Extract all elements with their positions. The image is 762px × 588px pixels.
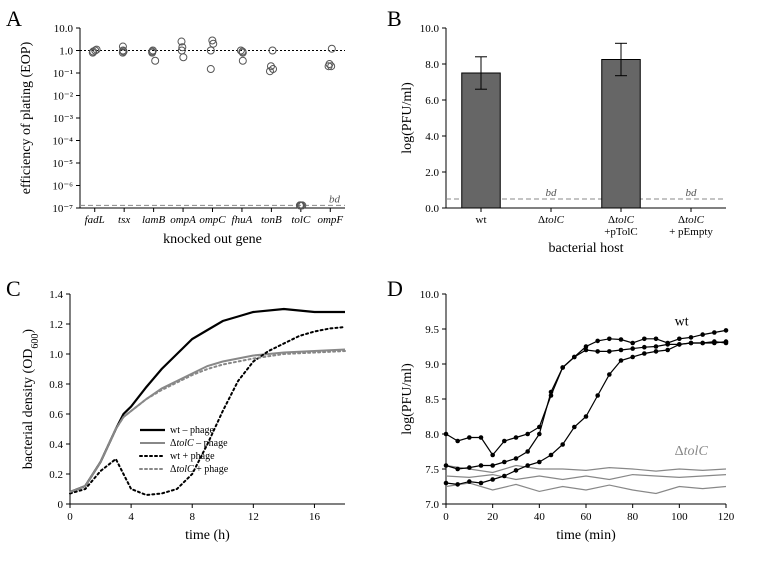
svg-text:time (min): time (min) [556, 528, 616, 543]
figure-grid: A 10⁻⁷10⁻⁶10⁻⁵10⁻⁴10⁻³10⁻²10⁻¹1.010.0fad… [10, 10, 752, 560]
svg-text:tonB: tonB [261, 214, 282, 226]
svg-text:log(PFU/ml): log(PFU/ml) [400, 363, 415, 435]
svg-text:ΔtolC – phage: ΔtolC – phage [170, 438, 228, 449]
svg-text:wt: wt [476, 214, 487, 226]
svg-text:bacterial density (OD600): bacterial density (OD600) [21, 329, 41, 470]
svg-text:12: 12 [248, 511, 259, 523]
svg-text:fhuA: fhuA [232, 214, 253, 226]
svg-text:ΔtolC + phage: ΔtolC + phage [170, 464, 229, 475]
svg-text:10⁻²: 10⁻² [53, 91, 74, 103]
svg-text:lamB: lamB [142, 214, 166, 226]
svg-text:1.2: 1.2 [49, 319, 63, 331]
svg-text:0.0: 0.0 [425, 203, 439, 215]
svg-text:+ pEmpty: + pEmpty [669, 226, 713, 238]
svg-text:1.4: 1.4 [49, 289, 63, 301]
svg-text:ΔtolC: ΔtolC [538, 214, 565, 226]
svg-text:7.0: 7.0 [425, 499, 439, 511]
panel-c-chart: 0 0.2 0.4 0.6 0.8 1.0 1.2 1.4 0 4 8 12 16 wt – phage Δ… [10, 280, 360, 560]
svg-text:ompF: ompF [317, 214, 343, 226]
svg-text:60: 60 [581, 511, 593, 523]
svg-text:16: 16 [309, 511, 321, 523]
svg-text:ΔtolC: ΔtolC [608, 214, 635, 226]
svg-text:bd: bd [329, 193, 341, 205]
svg-text:0.4: 0.4 [49, 439, 63, 451]
panel-a-label: A [6, 6, 22, 32]
panel-c-label: C [6, 276, 21, 302]
svg-text:10⁻¹: 10⁻¹ [53, 68, 73, 80]
svg-text:6.0: 6.0 [425, 95, 439, 107]
svg-text:8: 8 [189, 511, 195, 523]
svg-text:10⁻⁷: 10⁻⁷ [52, 203, 73, 215]
svg-text:20: 20 [487, 511, 499, 523]
svg-text:0: 0 [58, 499, 64, 511]
svg-text:40: 40 [534, 511, 546, 523]
svg-text:efficiency of plating (EOP): efficiency of plating (EOP) [19, 41, 34, 194]
svg-text:0: 0 [67, 511, 73, 523]
panel-c: C 00.20.40.60.81.01.21.40481216wt – phag… [10, 280, 371, 560]
svg-text:0.6: 0.6 [49, 409, 63, 421]
svg-text:8.0: 8.0 [425, 59, 439, 71]
svg-text:ompA: ompA [170, 214, 196, 226]
svg-text:10⁻³: 10⁻³ [53, 113, 74, 125]
svg-text:wt + phage: wt + phage [170, 451, 215, 462]
panel-d: D 7.07.58.08.59.09.510.0020406080100120w… [391, 280, 752, 560]
svg-text:bacterial host: bacterial host [548, 241, 623, 256]
svg-text:80: 80 [627, 511, 639, 523]
svg-text:fadL: fadL [85, 214, 105, 226]
svg-text:bd: bd [686, 187, 698, 199]
svg-text:9.0: 9.0 [425, 359, 439, 371]
panel-a-chart: 10⁻⁷ 10⁻⁶ 10⁻⁵ 10⁻⁴ 10⁻³ 10⁻² 10⁻¹ 1.0 10.0 fadL t… [10, 10, 360, 270]
panel-d-chart: 7.0 7.5 8.0 8.5 9.0 9.5 10.0 0 20 40 60 80 100 120 wt Δ… [391, 280, 741, 560]
svg-text:10.0: 10.0 [54, 23, 74, 35]
svg-text:10⁻⁶: 10⁻⁶ [52, 181, 73, 193]
svg-text:7.5: 7.5 [425, 464, 439, 476]
svg-text:time (h): time (h) [185, 528, 230, 543]
svg-text:4: 4 [128, 511, 134, 523]
svg-text:ompC: ompC [199, 214, 226, 226]
svg-text:0.8: 0.8 [49, 379, 63, 391]
svg-text:knocked out gene: knocked out gene [163, 232, 262, 247]
svg-text:0: 0 [443, 511, 449, 523]
panel-a: A 10⁻⁷10⁻⁶10⁻⁵10⁻⁴10⁻³10⁻²10⁻¹1.010.0fad… [10, 10, 371, 270]
svg-text:1.0: 1.0 [49, 349, 63, 361]
svg-text:4.0: 4.0 [425, 131, 439, 143]
svg-text:1.0: 1.0 [59, 46, 73, 58]
svg-text:8.0: 8.0 [425, 429, 439, 441]
svg-text:100: 100 [671, 511, 688, 523]
panel-b-label: B [387, 6, 402, 32]
svg-text:log(PFU/ml): log(PFU/ml) [400, 82, 415, 154]
panel-b-chart: 0.02.04.06.08.010.0wtbdΔtolCΔtolC+pTolCb… [391, 10, 741, 270]
svg-text:9.5: 9.5 [425, 324, 439, 336]
svg-text:2.0: 2.0 [425, 167, 439, 179]
svg-text:+pTolC: +pTolC [604, 226, 638, 238]
svg-text:120: 120 [718, 511, 735, 523]
svg-text:0.2: 0.2 [49, 469, 63, 481]
svg-text:tolC: tolC [291, 214, 311, 226]
svg-text:tsx: tsx [118, 214, 130, 226]
svg-text:ΔtolC: ΔtolC [675, 444, 709, 459]
svg-text:10⁻⁵: 10⁻⁵ [52, 158, 73, 170]
svg-text:10⁻⁴: 10⁻⁴ [52, 136, 73, 148]
svg-text:bd: bd [546, 187, 558, 199]
svg-text:10.0: 10.0 [420, 289, 440, 301]
svg-text:10.0: 10.0 [420, 23, 440, 35]
svg-text:wt – phage: wt – phage [170, 425, 214, 436]
panel-b: B 0.02.04.06.08.010.0wtbdΔtolCΔtolC+pTol… [391, 10, 752, 270]
svg-text:wt: wt [675, 315, 689, 330]
panel-d-label: D [387, 276, 403, 302]
svg-text:ΔtolC: ΔtolC [678, 214, 705, 226]
svg-text:8.5: 8.5 [425, 394, 439, 406]
